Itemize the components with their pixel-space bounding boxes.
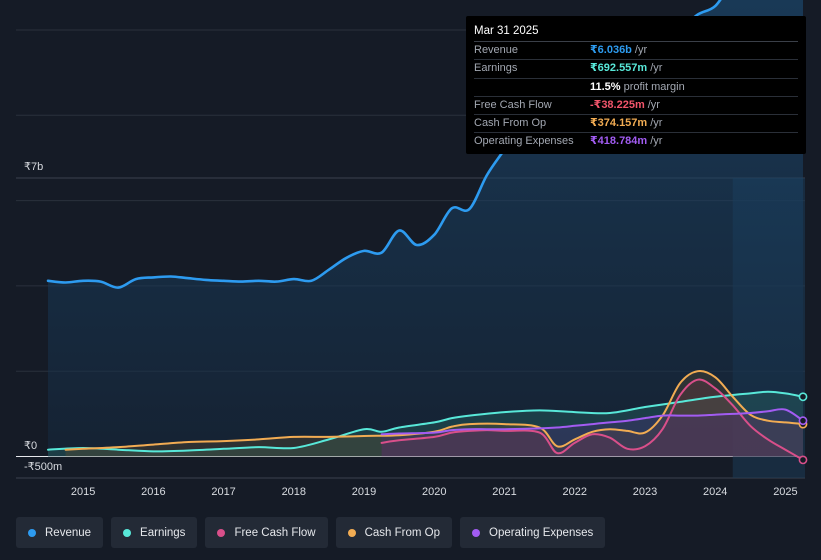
tooltip-row-unit: /yr [650, 117, 663, 130]
chart-legend: Revenue Earnings Free Cash Flow Cash From O… [16, 517, 613, 548]
operating-expenses-line [380, 408, 804, 436]
tooltip-row-value: ₹374.157m [590, 117, 648, 130]
tooltip-row-unit: /yr [647, 98, 660, 111]
x-tick-label: 2019 [352, 486, 376, 498]
tooltip-row-unit: /yr [650, 62, 663, 75]
y-axis-zero-label: ₹0 [24, 440, 37, 452]
earnings-end-dot [798, 392, 808, 402]
legend-label: Revenue [45, 526, 92, 539]
tooltip-rows: Revenue ₹6.036b/yr Earnings ₹692.557m/yr 11.… [474, 41, 798, 151]
legend-item-cash-from-op[interactable]: Cash From Op [335, 517, 453, 548]
tooltip-row-label: Earnings [474, 62, 518, 75]
tooltip-row-value: ₹692.557m [590, 62, 648, 75]
legend-item-earnings[interactable]: Earnings [111, 517, 198, 548]
tooltip-row-value: ₹418.784m [590, 135, 648, 148]
x-tick-label: 2023 [633, 486, 657, 498]
tooltip-row-unit: /yr [650, 135, 663, 148]
free-cash-flow-end-dot [798, 455, 808, 465]
legend-item-revenue[interactable]: Revenue [16, 517, 104, 548]
legend-dot-icon [123, 528, 132, 537]
tooltip-row: Earnings ₹692.557m/yr [474, 59, 798, 77]
free-cash-flow-line [380, 378, 804, 461]
tooltip-row-value: -₹38.225m [590, 98, 645, 111]
cash-from-op-area [65, 370, 804, 457]
tooltip-row-label: Revenue [474, 44, 519, 56]
tooltip-row: 11.5% profit margin [474, 77, 798, 96]
x-tick-label: 2018 [282, 486, 306, 498]
legend-label: Cash From Op [364, 526, 441, 539]
tooltip-row: Free Cash Flow -₹38.225m/yr [474, 95, 798, 114]
tooltip-row: Operating Expenses ₹418.784m/yr [474, 132, 798, 150]
x-tick-label: 2024 [703, 486, 727, 498]
x-tick-label: 2017 [211, 486, 235, 498]
earnings-line [47, 390, 804, 453]
tooltip-row-value: 11.5% [590, 80, 621, 93]
tooltip-row-value: ₹6.036b [590, 44, 632, 56]
tooltip-row-unit: profit margin [623, 80, 685, 93]
y-axis-bottom-label: -₹500m [24, 461, 62, 473]
tooltip-row-label: Cash From Op [474, 117, 547, 130]
x-tick-label: 2021 [492, 486, 516, 498]
x-tick-label: 2025 [773, 486, 797, 498]
series-end-dots [798, 392, 808, 465]
legend-dot-icon [28, 528, 36, 537]
legend-dot-icon [347, 528, 356, 537]
tooltip-row-label [474, 79, 590, 96]
tooltip-row-unit: /yr [634, 44, 648, 56]
legend-dot-icon [472, 528, 481, 537]
legend-item-operating-expenses[interactable]: Operating Expenses [460, 517, 606, 548]
legend-item-free-cash-flow[interactable]: Free Cash Flow [205, 517, 328, 548]
x-axis-ticks: 2015 2016 2017 2018 2019 2020 2021 2022 2023 2024… [71, 486, 798, 498]
legend-dot-icon [217, 528, 226, 537]
tooltip-row: Cash From Op ₹374.157m/yr [474, 114, 798, 132]
tooltip-row: Revenue ₹6.036b/yr [474, 41, 798, 59]
x-tick-label: 2016 [141, 486, 165, 498]
operating-expenses-end-dot [798, 416, 808, 426]
x-tick-label: 2020 [422, 486, 446, 498]
tooltip-row-label: Free Cash Flow [474, 98, 552, 111]
data-tooltip: Mar 31 2025 Revenue ₹6.036b/yr Earnings ₹69… [466, 16, 806, 154]
legend-label: Earnings [140, 526, 186, 539]
tooltip-row-label: Operating Expenses [474, 135, 574, 148]
x-tick-label: 2015 [71, 486, 95, 498]
tooltip-date: Mar 31 2025 [474, 25, 539, 37]
y-axis-top-label: ₹7b [24, 161, 43, 173]
legend-label: Free Cash Flow [234, 526, 316, 539]
x-tick-label: 2022 [563, 486, 587, 498]
legend-label: Operating Expenses [489, 526, 594, 539]
